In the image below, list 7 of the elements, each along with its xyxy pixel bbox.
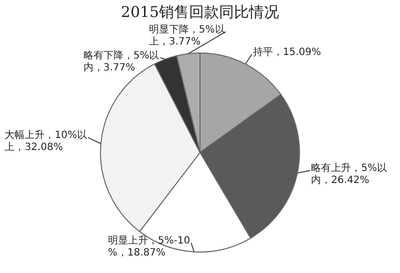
slice-label: 大幅上升，10%以上，32.08% xyxy=(4,129,87,154)
slice-label: 略有下降，5%以内，3.77% xyxy=(83,49,160,74)
chart-title: 2015销售回款同比情况 xyxy=(120,2,280,21)
slice-label: 略有上升，5%以内，26.42% xyxy=(311,162,387,186)
slice-label: 明显下降，5%以上，3.77% xyxy=(148,23,225,48)
slice-label: 持平，15.09% xyxy=(252,46,322,58)
slice-label: 明显上升，5%-10%，18.87% xyxy=(108,234,190,258)
